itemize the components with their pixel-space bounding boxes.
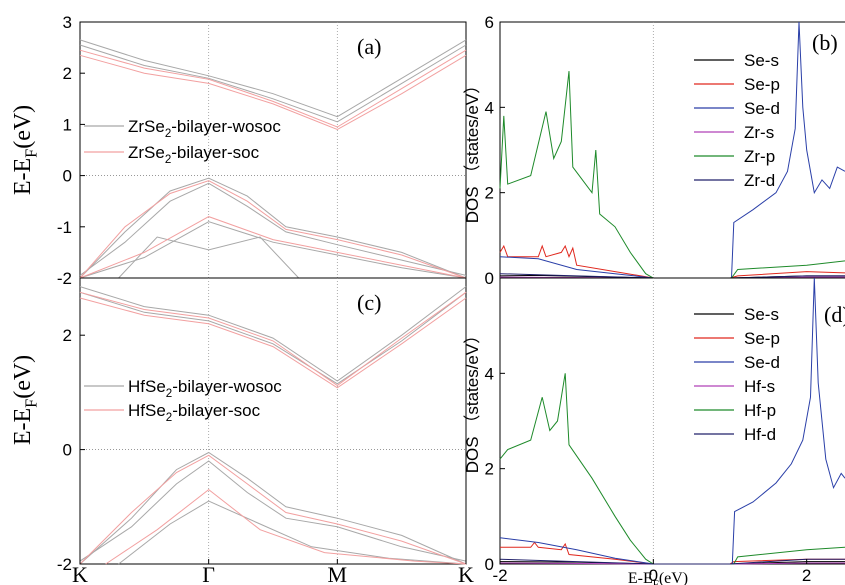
band-line	[79, 297, 467, 389]
legend-label: Se-p	[744, 329, 780, 348]
band-line	[79, 44, 467, 123]
x-tick-label: -2	[492, 566, 507, 585]
y-tick-label: 2	[485, 460, 494, 479]
legend-label: Hf-d	[744, 425, 776, 444]
band-line	[79, 460, 467, 562]
legend-label: ZrSe2-bilayer-wosoc	[128, 117, 281, 140]
y-tick-label: 0	[63, 167, 72, 186]
y-axis-title: DOS （states/eV）	[463, 77, 482, 223]
x-tick-label: M	[328, 562, 348, 585]
band-line	[118, 236, 300, 279]
dos-line-Se-d	[499, 277, 845, 565]
legend-label: Zr-d	[744, 171, 775, 190]
dos-line-Zr-p	[499, 71, 845, 279]
legend-label: Se-p	[744, 75, 780, 94]
band-line	[118, 500, 467, 565]
y-axis-title: E-EF(eV)	[10, 355, 41, 445]
panel-label: (a)	[357, 34, 381, 59]
panel-label: (d)	[824, 302, 845, 327]
legend-label: ZrSe2-bilayer-soc	[128, 143, 260, 166]
y-axis-title: DOS （states/eV）	[463, 327, 482, 473]
y-tick-label: -2	[57, 269, 72, 288]
y-tick-label: 4	[485, 364, 494, 383]
legend-label: Zr-s	[744, 123, 774, 142]
band-line	[79, 291, 467, 387]
band-line	[79, 177, 467, 279]
band-line	[79, 451, 467, 565]
band-line	[105, 488, 467, 565]
y-tick-label: 0	[485, 269, 494, 288]
dos-line-Se-d	[499, 21, 845, 279]
y-tick-label: 2	[63, 64, 72, 83]
band-line	[79, 54, 467, 131]
y-tick-label: -1	[57, 218, 72, 237]
x-tick-label: 2	[802, 566, 811, 585]
y-tick-label: 0	[63, 441, 72, 460]
y-tick-label: 6	[485, 13, 494, 32]
legend-label: Se-s	[744, 51, 779, 70]
plot-frame	[499, 21, 845, 279]
y-axis-title: E-EF(eV)	[10, 105, 41, 195]
legend-label: Se-d	[744, 99, 780, 118]
x-tick-label: K	[72, 562, 88, 585]
band-line	[79, 454, 467, 565]
band-line	[79, 221, 467, 279]
y-tick-label: 1	[63, 115, 72, 134]
legend-label: Zr-p	[744, 147, 775, 166]
y-tick-label: 3	[63, 13, 72, 32]
plot-frame	[79, 277, 467, 565]
x-axis-title: E-EF(eV)	[628, 570, 688, 585]
band-line	[79, 49, 467, 128]
legend-label: Hf-s	[744, 377, 775, 396]
legend-label: Hf-p	[744, 401, 776, 420]
x-tick-label: 0	[649, 566, 658, 585]
y-tick-label: 0	[485, 555, 494, 574]
panel-label: (c)	[357, 290, 381, 315]
dos-line-Hf-p	[499, 373, 845, 565]
dos-line-Se-p	[499, 244, 845, 279]
y-tick-label: 2	[485, 184, 494, 203]
band-line	[79, 182, 467, 276]
plot-frame	[499, 277, 845, 565]
band-line	[79, 216, 467, 279]
x-tick-label: Γ	[202, 562, 215, 585]
band-line	[79, 39, 467, 118]
legend-label: HfSe2-bilayer-wosoc	[128, 377, 282, 400]
legend-label: Se-d	[744, 353, 780, 372]
band-line	[79, 286, 467, 382]
y-tick-label: 2	[63, 326, 72, 345]
legend-label: HfSe2-bilayer-soc	[128, 401, 261, 424]
y-tick-label: 4	[485, 98, 494, 117]
x-tick-label: K	[458, 562, 474, 585]
dos-line-Hf-d	[499, 558, 845, 565]
band-line	[79, 291, 467, 385]
panel-label: (b)	[812, 30, 838, 55]
y-tick-label: -2	[57, 555, 72, 574]
legend-label: Se-s	[744, 305, 779, 324]
band-line	[79, 180, 467, 279]
